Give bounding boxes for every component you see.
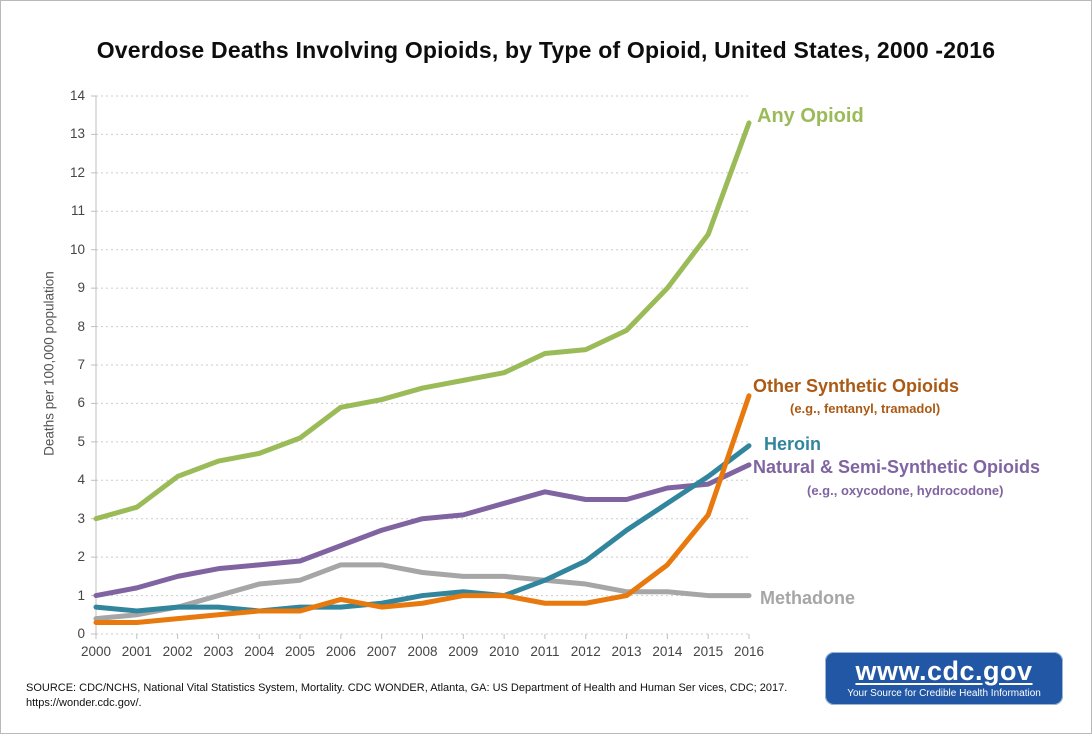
y-tick-label: 14 [69,88,85,103]
series-sublabel-natural-semi-synthetic-opioids: (e.g., oxycodone, hydrocodone) [807,483,1004,498]
x-tick-label: 2008 [407,644,438,659]
series-label-methadone: Methadone [760,588,856,608]
cdc-logo-url[interactable]: www.cdc.gov [855,656,1033,686]
x-tick-label: 2015 [693,644,724,659]
y-tick-label: 2 [77,549,85,565]
y-tick-label: 9 [77,280,85,296]
cdc-logo[interactable]: www.cdc.gov Your Source for Credible Hea… [825,652,1063,705]
series-sublabel-other-synthetic-opioids: (e.g., fentanyl, tramadol) [790,401,941,416]
line-methadone [93,562,752,622]
x-tick-label: 2003 [203,644,234,659]
y-tick-label: 11 [70,203,85,219]
y-tick-label: 12 [69,164,85,180]
x-tick-label: 2009 [448,644,479,659]
source-line-1: SOURCE: CDC/NCHS, National Vital Statist… [26,682,788,694]
y-tick-label: 4 [77,472,85,488]
x-tick-label: 2013 [611,644,642,659]
source-citation: SOURCE: CDC/NCHS, National Vital Statist… [26,681,826,711]
y-tick-label: 7 [77,357,85,372]
y-tick-label: 13 [69,126,85,142]
x-tick-label: 2016 [733,644,765,659]
x-tick-label: 2005 [285,644,316,659]
y-tick-label: 5 [77,433,85,449]
cdc-logo-tagline: Your Source for Credible Health Informat… [847,688,1041,699]
line-heroin [93,443,752,614]
y-tick-label: 6 [77,395,85,411]
y-tick-label: 0 [77,626,85,641]
x-tick-label: 2006 [325,644,356,659]
x-tick-label: 2007 [366,644,397,659]
x-tick-label: 2002 [162,644,193,659]
line-natural-semi-synthetic-opioids [93,462,752,599]
series-label-natural-semi-synthetic-opioids: Natural & Semi-Synthetic Opioids [753,457,1041,477]
series-label-heroin: Heroin [764,434,822,454]
line-any-opioid [93,120,752,522]
y-tick-label: 1 [77,587,85,603]
chart-title: Overdose Deaths Involving Opioids, by Ty… [96,37,996,63]
x-tick-label: 2001 [121,644,152,659]
x-tick-label: 2011 [530,644,560,659]
line-other-synthetic-opioids [93,393,752,625]
x-tick-label: 2012 [570,644,601,659]
x-tick-label: 2004 [244,644,275,659]
x-tick-label: 2014 [652,644,683,659]
series-label-other-synthetic-opioids: Other Synthetic Opioids [753,376,960,396]
x-tick-label: 2010 [489,644,520,659]
y-tick-label: 10 [69,241,85,257]
x-tick-label: 2000 [80,644,112,659]
source-line-2: https://wonder.cdc.gov/. [26,697,142,709]
y-tick-label: 8 [77,318,85,334]
y-tick-label: 3 [77,510,85,526]
series-label-any-opioid: Any Opioid [757,105,864,127]
